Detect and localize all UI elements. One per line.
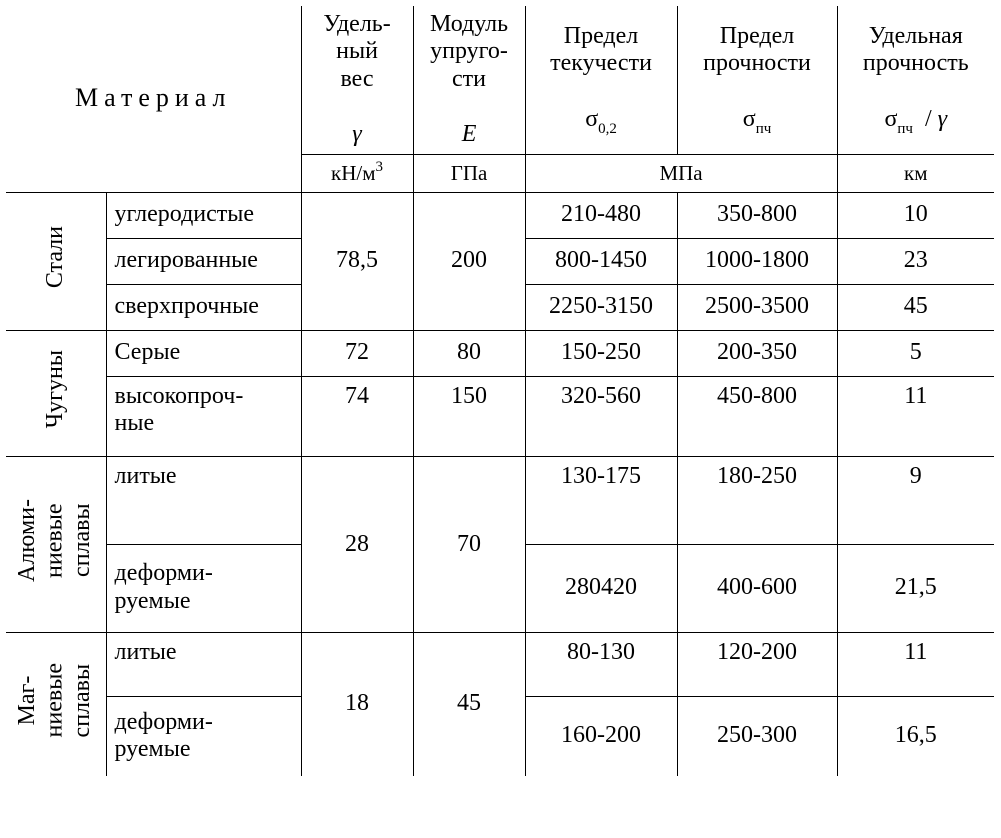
steel-row-name: сверхпрочные <box>106 284 301 330</box>
header-ratio: Удельнаяпрочность σпч / γ <box>837 6 994 154</box>
cell-gamma: 72 <box>301 330 413 376</box>
header-sigma-pch: Пределпрочности σпч <box>677 6 837 154</box>
cell-spch: 2500-3500 <box>677 284 837 330</box>
cell-ratio: 45 <box>837 284 994 330</box>
al-E: 70 <box>413 456 525 632</box>
cell-s02: 210-480 <box>525 192 677 238</box>
unit-km: км <box>837 154 994 192</box>
group-magnesium: Маг-ниевыесплавы <box>6 632 106 776</box>
steel-row-name: углеродистые <box>106 192 301 238</box>
cell-spch: 400-600 <box>677 544 837 632</box>
cell-ratio: 11 <box>837 376 994 456</box>
cell-spch: 250-300 <box>677 696 837 776</box>
mg-row-name: деформи-руемые <box>106 696 301 776</box>
cell-spch: 180-250 <box>677 456 837 544</box>
steel-E: 200 <box>413 192 525 330</box>
cell-s02: 280420 <box>525 544 677 632</box>
cell-s02: 320-560 <box>525 376 677 456</box>
header-material: Материал <box>6 6 301 192</box>
cell-s02: 80-130 <box>525 632 677 696</box>
al-row-name: деформи-руемые <box>106 544 301 632</box>
cell-s02: 150-250 <box>525 330 677 376</box>
group-aluminium: Алюми-ниевыесплавы <box>6 456 106 632</box>
cell-ratio: 10 <box>837 192 994 238</box>
cell-ratio: 9 <box>837 456 994 544</box>
cell-s02: 160-200 <box>525 696 677 776</box>
cell-spch: 120-200 <box>677 632 837 696</box>
cell-ratio: 16,5 <box>837 696 994 776</box>
mg-gamma: 18 <box>301 632 413 776</box>
cell-E: 80 <box>413 330 525 376</box>
cell-ratio: 11 <box>837 632 994 696</box>
cell-s02: 2250-3150 <box>525 284 677 330</box>
cell-ratio: 23 <box>837 238 994 284</box>
cell-ratio: 21,5 <box>837 544 994 632</box>
header-E: Модульупруго-сти E <box>413 6 525 154</box>
materials-table: Материал Удель-ныйвес γ Модульупруго-сти… <box>6 6 994 776</box>
cell-spch: 450-800 <box>677 376 837 456</box>
unit-mpa: МПа <box>525 154 837 192</box>
cell-spch: 1000-1800 <box>677 238 837 284</box>
cell-s02: 800-1450 <box>525 238 677 284</box>
header-gamma: Удель-ныйвес γ <box>301 6 413 154</box>
group-castiron: Чугуны <box>6 330 106 456</box>
cell-s02: 130-175 <box>525 456 677 544</box>
unit-gamma: кН/м3 <box>301 154 413 192</box>
mg-E: 45 <box>413 632 525 776</box>
cell-gamma: 74 <box>301 376 413 456</box>
group-steel: Стали <box>6 192 106 330</box>
cell-ratio: 5 <box>837 330 994 376</box>
al-row-name: литые <box>106 456 301 544</box>
castiron-row-name: Серые <box>106 330 301 376</box>
castiron-row-name: высокопроч-ные <box>106 376 301 456</box>
cell-E: 150 <box>413 376 525 456</box>
unit-E: ГПа <box>413 154 525 192</box>
mg-row-name: литые <box>106 632 301 696</box>
steel-row-name: легированные <box>106 238 301 284</box>
al-gamma: 28 <box>301 456 413 632</box>
cell-spch: 350-800 <box>677 192 837 238</box>
steel-gamma: 78,5 <box>301 192 413 330</box>
cell-spch: 200-350 <box>677 330 837 376</box>
header-sigma02: Пределтекучести σ0,2 <box>525 6 677 154</box>
